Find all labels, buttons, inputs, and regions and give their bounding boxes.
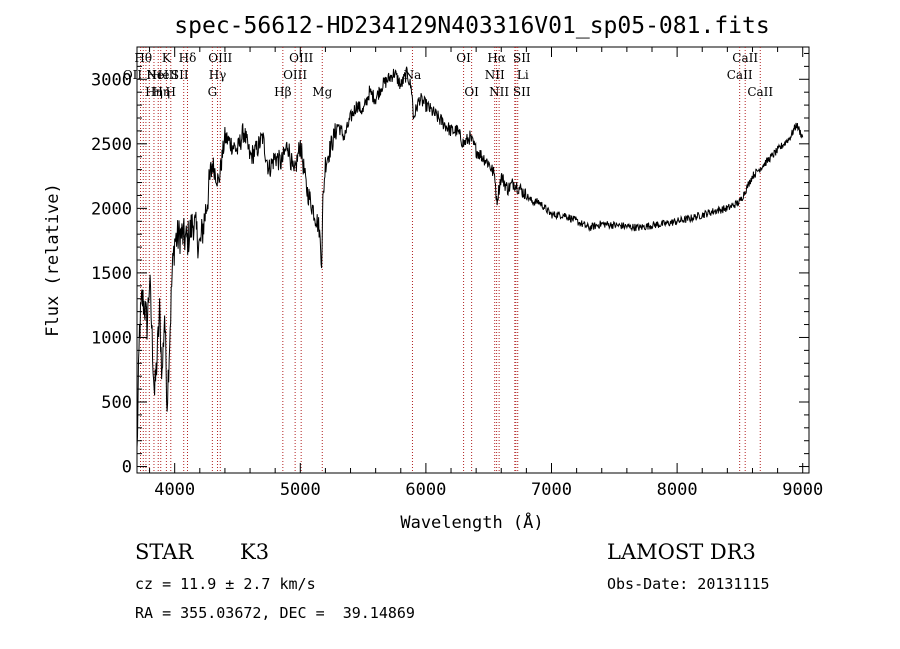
reference-line-label: SII: [513, 51, 531, 65]
reference-line-label: SII: [171, 68, 189, 82]
reference-line-label: Hθ: [134, 51, 152, 65]
reference-line-label: NII: [485, 68, 505, 82]
reference-line-label: SII: [513, 85, 531, 99]
reference-line-label: Hγ: [209, 68, 227, 82]
flux-series-line: [136, 66, 804, 448]
reference-line-label: H: [166, 85, 176, 99]
reference-line-label: He: [152, 68, 170, 82]
reference-line-label: OIII: [289, 51, 313, 65]
reference-line-label: Hη: [152, 85, 170, 99]
obs-date-text: Obs-Date: 20131115: [607, 575, 770, 593]
reference-line-label: Hη: [145, 85, 163, 99]
reference-line-label: CaII: [727, 68, 753, 82]
x-tick-label: 4000: [154, 480, 195, 500]
redshift-text: cz = 11.9 ± 2.7 km/s: [135, 575, 316, 593]
reference-line-label: NII: [489, 85, 509, 99]
x-tick-label: 9000: [782, 480, 823, 500]
y-tick-label: 2500: [91, 135, 132, 155]
reference-line-label: NeIII: [146, 68, 178, 82]
reference-line-label: K: [162, 51, 172, 65]
object-subclass: K3: [240, 540, 270, 564]
reference-line-label: Hδ: [179, 51, 197, 65]
x-tick-label: 7000: [531, 480, 572, 500]
y-tick-label: 3000: [91, 70, 132, 90]
y-tick-label: 2000: [91, 199, 132, 219]
reference-line-label: OI: [464, 85, 479, 99]
object-class: STAR: [135, 540, 194, 564]
reference-lines: [140, 47, 761, 473]
x-axis-label: Wavelength (Å): [400, 511, 543, 533]
coordinates-text: RA = 355.03672, DEC = 39.14869: [135, 604, 415, 622]
y-tick-label: 0: [122, 458, 132, 478]
reference-line-label: OII: [123, 68, 143, 82]
y-tick-label: 1500: [91, 264, 132, 284]
x-tick-label: 5000: [280, 480, 321, 500]
survey-name: LAMOST DR3: [607, 540, 756, 564]
reference-line-label: OIII: [208, 51, 232, 65]
chart-title: spec-56612-HD234129N403316V01_sp05-081.f…: [174, 13, 769, 39]
y-tick-label: 500: [101, 393, 132, 413]
reference-line-label: Li: [517, 68, 529, 82]
plot-frame: [136, 46, 810, 474]
reference-line-label: G: [208, 85, 218, 99]
y-axis-ticks: 0 500 1000 1500 2000 2500 3000: [91, 52, 809, 478]
x-tick-label: 6000: [405, 480, 446, 500]
reference-line-label: CaII: [747, 85, 773, 99]
reference-line-label: CaII: [732, 51, 758, 65]
x-axis-ticks: 4000 5000 6000 7000 8000 9000: [149, 47, 823, 500]
reference-line-label: OIII: [283, 68, 307, 82]
reference-line-label: Hβ: [274, 85, 291, 99]
y-axis-label: Flux (relative): [43, 183, 63, 337]
x-tick-label: 8000: [657, 480, 698, 500]
y-tick-label: 1000: [91, 328, 132, 348]
reference-line-label: OI: [456, 51, 471, 65]
reference-line-label: Mg: [312, 85, 332, 99]
reference-line-label: Hα: [487, 51, 506, 65]
reference-line-label: Hι: [146, 68, 161, 82]
